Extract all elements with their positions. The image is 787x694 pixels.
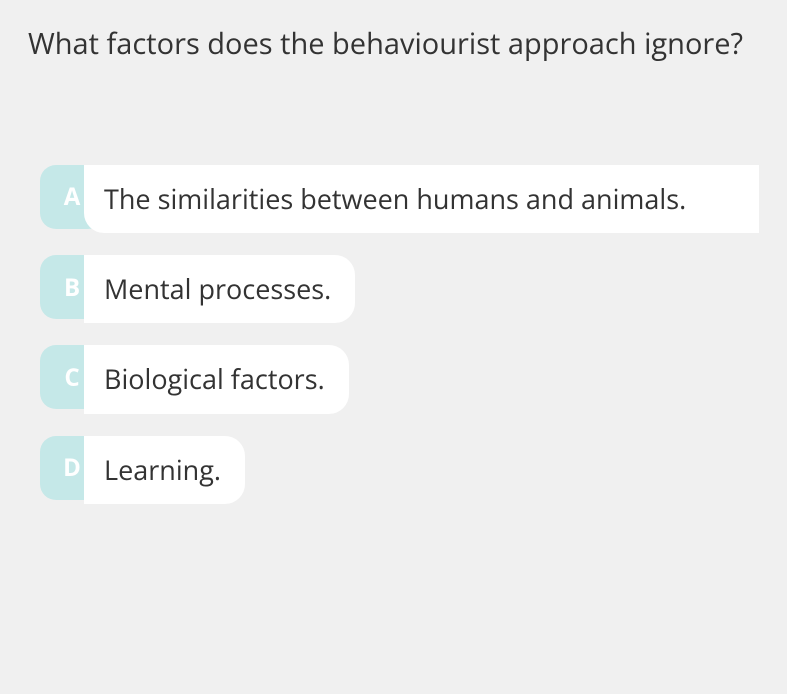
option-text-wrap: The similarities between humans and anim… <box>84 165 759 233</box>
option-b-text: Mental processes. <box>104 271 331 307</box>
option-text-wrap: Learning. <box>84 436 245 504</box>
option-text-wrap: Biological factors. <box>84 345 349 413</box>
option-a-text: The similarities between humans and anim… <box>104 181 686 217</box>
option-b[interactable]: B Mental processes. <box>40 255 759 323</box>
option-text-wrap: Mental processes. <box>84 255 355 323</box>
question-text: What factors does the behaviourist appro… <box>28 24 759 65</box>
option-d-text: Learning. <box>104 452 221 488</box>
option-c-text: Biological factors. <box>104 361 325 397</box>
options-list: A The similarities between humans and an… <box>28 165 759 505</box>
option-d[interactable]: D Learning. <box>40 436 759 504</box>
option-a[interactable]: A The similarities between humans and an… <box>40 165 759 233</box>
option-c[interactable]: C Biological factors. <box>40 345 759 413</box>
quiz-container: What factors does the behaviourist appro… <box>0 0 787 528</box>
